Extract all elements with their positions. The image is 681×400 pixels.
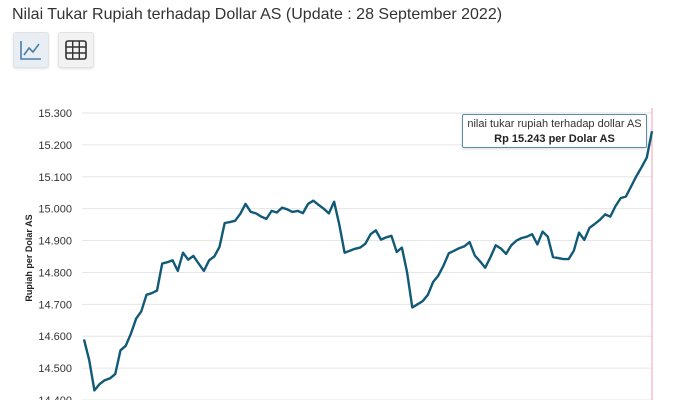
y-axis-ticks: 14.400 14.500 14.600 14.700 14.800 14.900 15.0… bbox=[38, 108, 72, 400]
y-tick-label: 14.500 bbox=[38, 363, 72, 375]
y-tick-label: 14.400 bbox=[38, 395, 72, 400]
series-line-rupiah[interactable] bbox=[82, 130, 654, 392]
chart-view-button[interactable] bbox=[13, 32, 49, 68]
y-tick-label: 15.100 bbox=[38, 172, 72, 184]
y-tick-label: 14.900 bbox=[38, 236, 72, 248]
y-tick-label: 15.000 bbox=[38, 204, 72, 216]
grid-lines bbox=[82, 112, 652, 400]
tooltip-value: Rp 15.243 per Dolar AS bbox=[494, 133, 615, 145]
page-title: Nilai Tukar Rupiah terhadap Dollar AS (U… bbox=[12, 6, 503, 23]
table-view-button[interactable] bbox=[58, 32, 94, 68]
tooltip-series-label: nilai tukar rupiah terhadap dollar AS bbox=[467, 118, 642, 130]
y-tick-label: 14.600 bbox=[38, 331, 72, 343]
y-axis-label: Rupiah per Dolar AS bbox=[24, 214, 34, 301]
y-tick-label: 15.200 bbox=[38, 140, 72, 152]
y-tick-label: 14.700 bbox=[38, 299, 72, 311]
line-chart-icon bbox=[20, 41, 41, 60]
y-tick-label: 15.300 bbox=[38, 108, 72, 120]
table-grid-icon bbox=[65, 40, 87, 60]
data-tooltip: nilai tukar rupiah terhadap dollar AS Rp… bbox=[462, 114, 647, 148]
y-tick-label: 14.800 bbox=[38, 267, 72, 279]
